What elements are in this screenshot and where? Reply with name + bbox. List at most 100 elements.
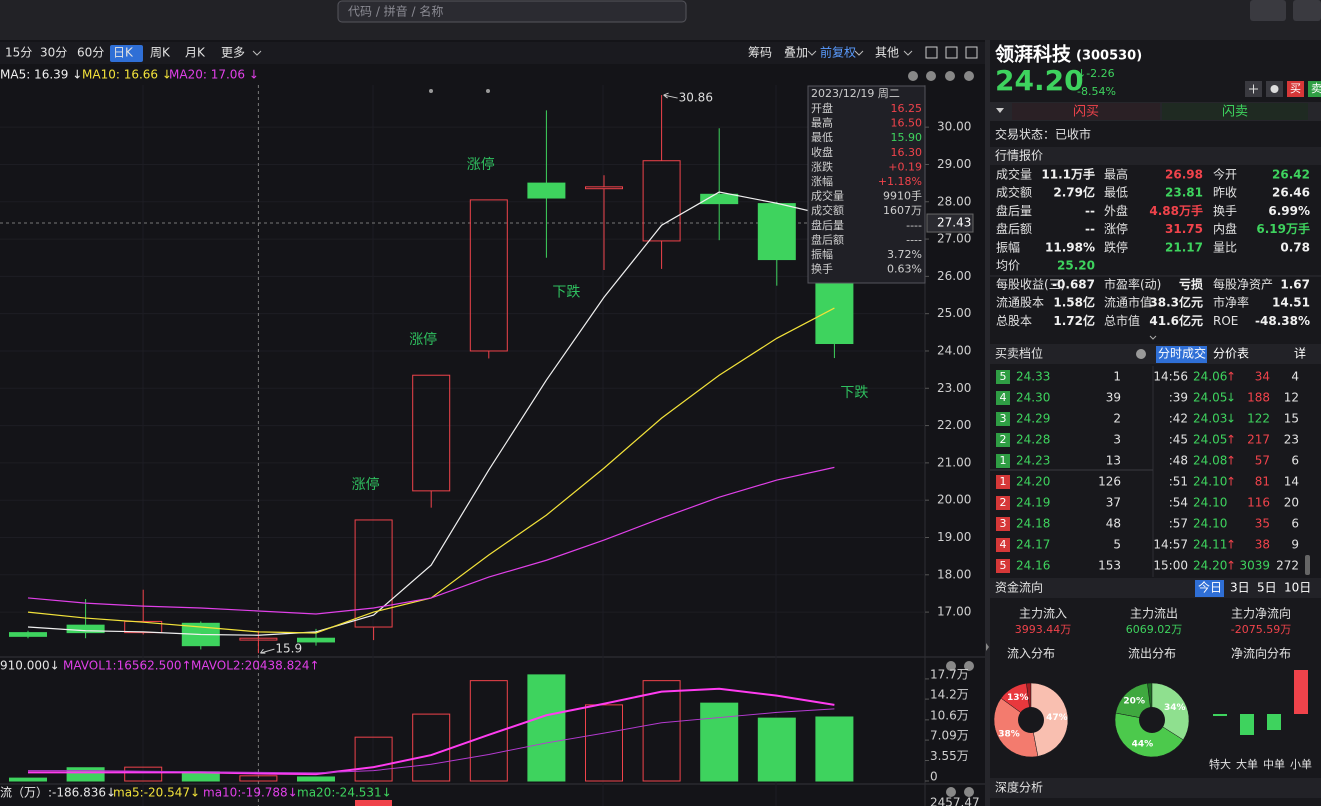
flow-bar	[355, 800, 392, 806]
tool-button[interactable]: 前复权	[820, 45, 856, 60]
trade-volume: 38	[1255, 538, 1270, 552]
annotation: 下跌	[552, 285, 580, 301]
trade-count: 4	[1291, 370, 1299, 384]
period-tab[interactable]: 30分	[40, 46, 67, 60]
scrollbar[interactable]	[1305, 555, 1310, 575]
book-tab[interactable]: 分时成交	[1158, 346, 1206, 361]
stock-name: 领湃科技	[995, 43, 1072, 66]
caret	[252, 50, 262, 56]
level: 5	[1000, 370, 1007, 383]
quote-label: 量比	[1213, 240, 1237, 254]
period-tab[interactable]: 更多	[221, 46, 245, 60]
quote-value: 6.99%	[1268, 204, 1310, 218]
sell-button[interactable]	[1308, 81, 1321, 97]
period-tab[interactable]: 15分	[5, 46, 32, 60]
y-tick-label: 22.00	[937, 418, 971, 432]
panel-icon[interactable]	[946, 661, 956, 671]
right-panel	[990, 40, 1321, 806]
splitter[interactable]	[985, 40, 990, 806]
period-tab[interactable]: 日K	[113, 46, 134, 60]
high-arrow	[663, 92, 678, 99]
quote-label: 每股收益(三)	[996, 277, 1065, 292]
quote-value: 1.72亿	[1053, 313, 1095, 328]
quote-value: 6.19万手	[1256, 221, 1310, 236]
level: 2	[1000, 433, 1007, 446]
chart-icon[interactable]	[908, 71, 918, 81]
pie-slice	[1114, 712, 1184, 758]
book-price: 24.18	[1016, 517, 1050, 531]
tool-button[interactable]: 筹码	[748, 46, 772, 60]
flow-tab[interactable]: 今日	[1198, 580, 1222, 595]
period-tab[interactable]: 周K	[150, 46, 171, 60]
trade-arrow: ↑	[1226, 454, 1236, 468]
tool-icon[interactable]	[945, 46, 958, 59]
candle-body	[527, 182, 566, 199]
quote-label: 振幅	[996, 239, 1020, 254]
level-badge	[996, 454, 1010, 468]
pie-title: 流出分布	[1128, 647, 1176, 661]
volume-bar	[354, 736, 393, 782]
tooltip-label: 成交量	[811, 189, 844, 203]
quote-value: 2.79亿	[1053, 185, 1095, 200]
annotation: 涨停	[467, 156, 495, 173]
tooltip-value: +1.18%	[878, 175, 922, 188]
tool-icon[interactable]	[965, 46, 978, 59]
quote-value: 4.88万手	[1149, 203, 1203, 218]
flow-tab[interactable]: 5日	[1257, 581, 1277, 595]
flash-buy-btn[interactable]	[1012, 103, 1160, 120]
period-tab[interactable]: 60分	[77, 46, 104, 60]
trade-volume: 34	[1255, 370, 1270, 384]
net-category: 大单	[1236, 757, 1258, 771]
section-title: 资金流向	[995, 580, 1043, 595]
net-bar	[1213, 714, 1227, 717]
y-tick-label: 26.00	[937, 269, 971, 283]
stock-code: (300530)	[1076, 49, 1142, 64]
tool-button[interactable]: 其他	[875, 46, 899, 60]
quote-value: -0.687	[1052, 278, 1095, 292]
search-box[interactable]	[337, 0, 687, 23]
book-price: 24.33	[1016, 370, 1050, 384]
caret	[903, 50, 913, 56]
book-price: 24.16	[1016, 559, 1050, 573]
book-tab[interactable]: 详	[1294, 346, 1306, 361]
chart-icon[interactable]	[926, 71, 936, 81]
expand-caret	[1149, 335, 1157, 340]
settings-icon[interactable]	[1136, 349, 1146, 359]
panel-icon[interactable]	[964, 661, 974, 671]
period-tab[interactable]: 月K	[185, 46, 206, 60]
chart-icon[interactable]	[964, 71, 974, 81]
pie-title: 流入分布	[1007, 647, 1055, 661]
panel-icon[interactable]	[946, 787, 956, 797]
buy-button[interactable]	[1287, 81, 1304, 97]
tool-button[interactable]: 叠加	[784, 46, 808, 60]
trade-price: 24.11	[1193, 538, 1227, 552]
tooltip-value: 0.63%	[887, 263, 922, 276]
flow-tab[interactable]: 10日	[1284, 581, 1311, 595]
quote-value: 41.6亿元	[1149, 313, 1203, 328]
skin-button[interactable]	[1293, 0, 1321, 21]
quote-label: 市盈率(动)	[1104, 277, 1161, 292]
flow-legend: ma20:-24.531↓	[297, 786, 392, 800]
trade-time: :57	[1169, 517, 1188, 531]
flow-tab[interactable]: 3日	[1230, 581, 1250, 595]
ma-legend: MA10: 16.66 ↓	[82, 68, 172, 82]
volume-bar	[527, 674, 566, 782]
trade-arrow: ↓	[1226, 412, 1236, 426]
chart-icon[interactable]	[945, 71, 955, 81]
tool-icon[interactable]	[925, 46, 938, 59]
trade-count: 14	[1284, 475, 1299, 489]
quote-value: 亏损	[1179, 277, 1203, 292]
quote-value: 1.67	[1280, 278, 1310, 292]
net-category: 中单	[1263, 758, 1285, 771]
y-tick-label: 20.00	[937, 493, 971, 507]
candle-body	[354, 519, 393, 628]
pie-hole	[1139, 707, 1165, 733]
flash-sell-btn[interactable]	[1162, 103, 1308, 120]
panel-icon[interactable]	[964, 787, 974, 797]
quote-label: 总市值	[1104, 313, 1140, 328]
book-tab[interactable]: 分价表	[1213, 347, 1249, 361]
trade-count: 9	[1291, 538, 1299, 552]
book-volume: 3	[1113, 433, 1121, 447]
window-button[interactable]	[1250, 0, 1286, 21]
